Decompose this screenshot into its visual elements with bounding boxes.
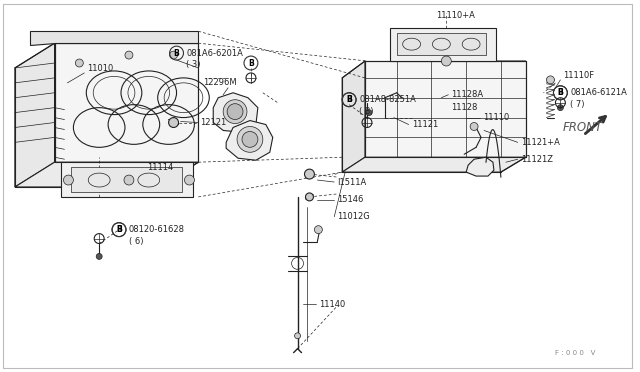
Polygon shape <box>54 43 198 88</box>
Text: 11121+A: 11121+A <box>521 138 559 147</box>
Text: ( 8): ( 8) <box>359 107 374 116</box>
Text: B: B <box>346 95 352 104</box>
Polygon shape <box>390 28 496 61</box>
Polygon shape <box>342 157 525 172</box>
Text: 15146: 15146 <box>337 195 364 204</box>
Polygon shape <box>365 61 525 157</box>
Text: F : 0 0 0   V: F : 0 0 0 V <box>556 350 596 356</box>
Text: B: B <box>173 49 179 58</box>
Polygon shape <box>466 157 494 176</box>
Circle shape <box>314 226 323 234</box>
Text: 11140: 11140 <box>319 299 346 308</box>
Bar <box>397 33 486 55</box>
Text: B: B <box>116 225 122 234</box>
Text: B: B <box>248 58 254 67</box>
Circle shape <box>242 131 258 147</box>
Polygon shape <box>342 61 365 172</box>
Text: 08120-61628: 08120-61628 <box>129 225 185 234</box>
Text: ( 7): ( 7) <box>570 100 585 109</box>
Circle shape <box>557 105 563 110</box>
Circle shape <box>96 253 102 259</box>
Circle shape <box>547 76 554 84</box>
Circle shape <box>305 169 314 179</box>
Text: 11010: 11010 <box>87 64 113 73</box>
Circle shape <box>305 193 314 201</box>
Text: B: B <box>557 88 563 97</box>
Text: 12121: 12121 <box>200 118 227 127</box>
Polygon shape <box>15 162 198 187</box>
Text: 11012G: 11012G <box>337 212 370 221</box>
Circle shape <box>227 104 243 119</box>
Text: 081A6-6121A: 081A6-6121A <box>570 88 627 97</box>
Circle shape <box>124 175 134 185</box>
Text: 11128: 11128 <box>451 103 477 112</box>
Polygon shape <box>15 43 54 187</box>
Text: B: B <box>116 225 122 234</box>
Polygon shape <box>29 31 198 45</box>
Text: ( 3): ( 3) <box>186 61 201 70</box>
Polygon shape <box>61 162 193 197</box>
Text: 081A6-6201A: 081A6-6201A <box>186 49 243 58</box>
Circle shape <box>170 51 177 59</box>
Bar <box>72 167 182 192</box>
Polygon shape <box>213 93 258 132</box>
Text: 11110F: 11110F <box>563 71 595 80</box>
Text: 11110+A: 11110+A <box>436 11 476 20</box>
Circle shape <box>125 51 133 59</box>
Text: ( 6): ( 6) <box>129 237 143 246</box>
Circle shape <box>366 110 372 116</box>
Circle shape <box>294 333 301 339</box>
Circle shape <box>237 126 263 152</box>
Text: 11110: 11110 <box>483 113 509 122</box>
Text: 081A8-8251A: 081A8-8251A <box>359 95 416 104</box>
Circle shape <box>168 118 179 128</box>
Circle shape <box>470 122 478 131</box>
Circle shape <box>184 175 195 185</box>
Text: 11121Z: 11121Z <box>521 155 553 164</box>
Circle shape <box>76 59 83 67</box>
Polygon shape <box>365 61 525 95</box>
Text: I1511A: I1511A <box>337 177 367 186</box>
Text: B: B <box>346 95 352 104</box>
Text: 11128A: 11128A <box>451 90 483 99</box>
Polygon shape <box>226 121 273 160</box>
Circle shape <box>223 100 247 124</box>
Text: 11121: 11121 <box>412 120 438 129</box>
Polygon shape <box>54 43 198 162</box>
Text: 12296M: 12296M <box>204 78 237 87</box>
Text: FRONT: FRONT <box>563 121 602 134</box>
Circle shape <box>442 56 451 66</box>
Text: B: B <box>557 88 563 97</box>
Circle shape <box>63 175 74 185</box>
Text: 11114: 11114 <box>147 163 173 171</box>
